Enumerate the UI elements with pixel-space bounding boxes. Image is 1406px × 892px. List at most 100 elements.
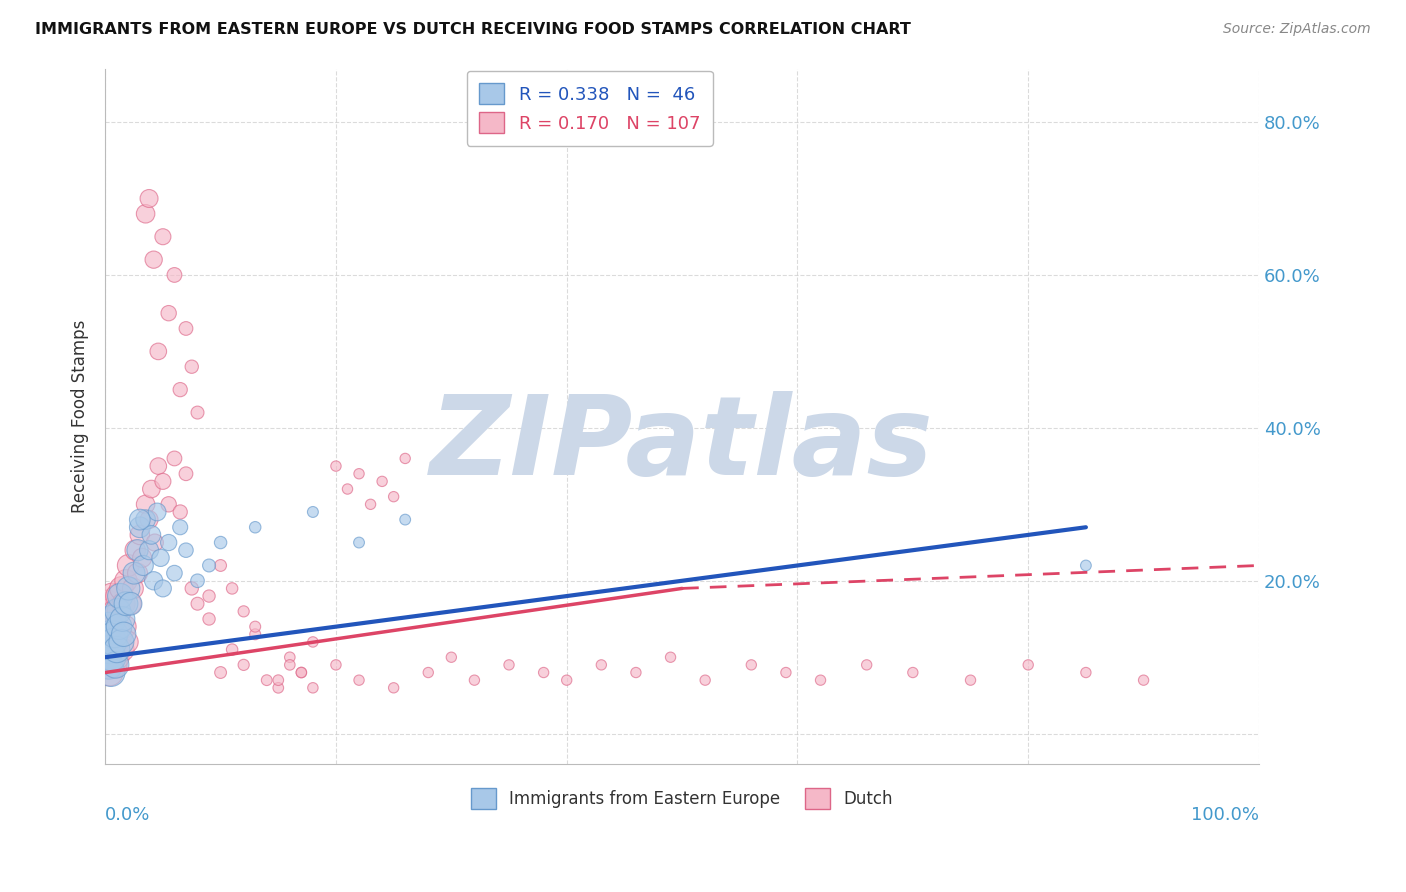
Point — [1017, 657, 1039, 672]
Point — [290, 665, 312, 680]
Point — [810, 673, 832, 688]
Point — [96, 597, 118, 611]
Point — [245, 620, 267, 634]
Point — [347, 673, 370, 688]
Point — [117, 582, 139, 596]
Point — [256, 673, 278, 688]
Point — [103, 612, 125, 626]
Point — [103, 627, 125, 641]
Point — [96, 650, 118, 665]
Point — [198, 558, 221, 573]
Point — [267, 673, 290, 688]
Point — [382, 681, 405, 695]
Point — [382, 490, 405, 504]
Point — [278, 657, 301, 672]
Point — [740, 657, 762, 672]
Point — [775, 665, 797, 680]
Point — [901, 665, 924, 680]
Point — [290, 665, 312, 680]
Text: ZIPatlas: ZIPatlas — [430, 391, 934, 498]
Point — [142, 252, 165, 267]
Point — [1074, 665, 1097, 680]
Point — [108, 589, 131, 603]
Point — [221, 642, 243, 657]
Point — [245, 627, 267, 641]
Point — [163, 451, 186, 466]
Point — [120, 597, 142, 611]
Point — [418, 665, 440, 680]
Point — [143, 535, 166, 549]
Point — [124, 543, 146, 558]
Point — [198, 589, 221, 603]
Point — [157, 306, 180, 320]
Point — [103, 627, 125, 641]
Point — [110, 582, 132, 596]
Point — [131, 550, 153, 565]
Point — [152, 229, 174, 244]
Point — [108, 620, 131, 634]
Point — [325, 459, 347, 474]
Point — [122, 582, 145, 596]
Point — [394, 513, 416, 527]
Point — [180, 582, 202, 596]
Point — [148, 344, 170, 359]
Point — [302, 505, 325, 519]
Point — [221, 582, 243, 596]
Point — [98, 620, 121, 634]
Point — [105, 650, 128, 665]
Point — [169, 383, 191, 397]
Point — [135, 497, 157, 511]
Point — [101, 589, 124, 603]
Point — [107, 589, 129, 603]
Point — [302, 681, 325, 695]
Point — [157, 497, 180, 511]
Point — [127, 543, 149, 558]
Legend: Immigrants from Eastern Europe, Dutch: Immigrants from Eastern Europe, Dutch — [461, 778, 903, 819]
Point — [110, 635, 132, 649]
Point — [103, 635, 125, 649]
Point — [325, 657, 347, 672]
Point — [232, 604, 254, 618]
Point — [135, 513, 157, 527]
Point — [232, 657, 254, 672]
Point — [174, 321, 197, 335]
Point — [100, 627, 122, 641]
Point — [209, 535, 232, 549]
Point — [440, 650, 463, 665]
Point — [97, 657, 120, 672]
Point — [169, 520, 191, 534]
Point — [855, 657, 877, 672]
Point — [97, 627, 120, 641]
Point — [198, 612, 221, 626]
Point — [97, 657, 120, 672]
Point — [96, 650, 118, 665]
Point — [695, 673, 717, 688]
Point — [97, 620, 120, 634]
Point — [101, 612, 124, 626]
Point — [98, 642, 121, 657]
Point — [371, 475, 394, 489]
Point — [114, 620, 136, 634]
Point — [127, 566, 149, 581]
Point — [174, 543, 197, 558]
Point — [100, 642, 122, 657]
Point — [624, 665, 647, 680]
Point — [128, 513, 150, 527]
Point — [120, 597, 142, 611]
Point — [108, 604, 131, 618]
Point — [128, 520, 150, 534]
Point — [108, 627, 131, 641]
Text: 100.0%: 100.0% — [1191, 806, 1258, 824]
Point — [112, 627, 135, 641]
Point — [959, 673, 981, 688]
Point — [267, 681, 290, 695]
Point — [138, 192, 160, 206]
Point — [360, 497, 382, 511]
Point — [135, 207, 157, 221]
Point — [302, 635, 325, 649]
Point — [104, 635, 127, 649]
Point — [146, 505, 169, 519]
Point — [107, 604, 129, 618]
Point — [96, 612, 118, 626]
Point — [142, 574, 165, 588]
